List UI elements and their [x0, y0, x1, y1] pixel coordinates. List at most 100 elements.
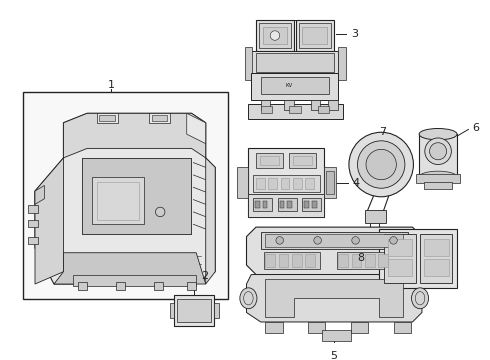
Circle shape [276, 237, 284, 244]
Bar [279, 254, 288, 267]
Polygon shape [246, 227, 422, 275]
Bar [256, 178, 265, 189]
Bar [293, 156, 312, 166]
Bar [177, 299, 211, 322]
Bar [263, 201, 268, 208]
Bar [266, 234, 403, 247]
Bar [281, 178, 289, 189]
Bar [280, 201, 284, 208]
Bar [324, 167, 336, 198]
Polygon shape [266, 279, 403, 317]
Bar [251, 73, 339, 100]
Bar [292, 254, 301, 267]
Ellipse shape [412, 288, 429, 309]
Bar [365, 210, 386, 223]
Bar [378, 254, 388, 267]
Polygon shape [187, 113, 206, 144]
Ellipse shape [366, 149, 396, 180]
Bar [419, 134, 457, 177]
Bar [311, 100, 320, 109]
Bar [278, 198, 297, 211]
Ellipse shape [419, 171, 457, 183]
Bar [416, 174, 460, 184]
Bar [170, 303, 174, 318]
Polygon shape [82, 158, 192, 234]
Bar [379, 229, 457, 288]
Bar [424, 239, 448, 256]
Bar [253, 175, 319, 192]
Ellipse shape [425, 138, 451, 165]
Bar [187, 282, 196, 290]
Circle shape [270, 31, 280, 40]
Bar [256, 21, 294, 51]
Bar [352, 254, 361, 267]
Bar [393, 322, 411, 333]
Bar [245, 47, 252, 80]
Bar [305, 178, 314, 189]
Bar [339, 47, 346, 80]
Bar [326, 171, 334, 194]
Text: 8: 8 [357, 253, 364, 264]
Bar [289, 153, 316, 168]
Text: 6: 6 [472, 122, 479, 132]
Bar [78, 282, 87, 290]
Bar [237, 167, 248, 198]
Bar [73, 275, 196, 286]
Bar [424, 181, 452, 189]
Polygon shape [35, 185, 45, 204]
Polygon shape [206, 158, 215, 284]
Bar [296, 21, 334, 51]
Bar [149, 113, 170, 123]
Bar [305, 254, 315, 267]
Bar [260, 156, 279, 166]
Bar [259, 23, 291, 48]
Bar [28, 237, 38, 244]
Bar [263, 27, 287, 44]
Bar [318, 106, 329, 113]
Bar [23, 93, 227, 299]
Bar [420, 234, 452, 283]
Ellipse shape [349, 132, 414, 197]
Polygon shape [82, 158, 192, 234]
Polygon shape [35, 158, 63, 284]
Text: KV: KV [286, 83, 293, 88]
Bar [261, 100, 270, 109]
Bar [151, 115, 167, 121]
Bar [424, 259, 448, 276]
Bar [248, 148, 324, 217]
Text: 4: 4 [353, 177, 360, 188]
Bar [248, 104, 343, 119]
Circle shape [352, 237, 359, 244]
Ellipse shape [240, 288, 257, 309]
Bar [253, 198, 272, 211]
Bar [328, 100, 338, 109]
Text: 7: 7 [380, 127, 387, 137]
Bar [299, 23, 331, 48]
Bar [248, 194, 324, 217]
Bar [261, 232, 408, 249]
Bar [287, 201, 292, 208]
Text: 2: 2 [201, 271, 208, 282]
Polygon shape [251, 51, 339, 73]
Text: 1: 1 [107, 80, 114, 90]
Polygon shape [35, 113, 215, 284]
Bar [256, 153, 283, 168]
Ellipse shape [358, 141, 405, 188]
Polygon shape [63, 113, 206, 158]
Bar [261, 77, 329, 94]
Bar [339, 254, 348, 267]
Bar [28, 205, 38, 213]
Bar [269, 178, 277, 189]
Circle shape [155, 207, 165, 217]
Text: 3: 3 [351, 29, 358, 39]
Bar [255, 201, 260, 208]
Bar [214, 303, 219, 318]
Bar [261, 106, 272, 113]
Bar [337, 252, 393, 269]
Polygon shape [54, 253, 206, 284]
Bar [384, 234, 416, 283]
Bar [365, 254, 374, 267]
Ellipse shape [419, 129, 457, 140]
Bar [304, 201, 309, 208]
Bar [264, 252, 320, 269]
